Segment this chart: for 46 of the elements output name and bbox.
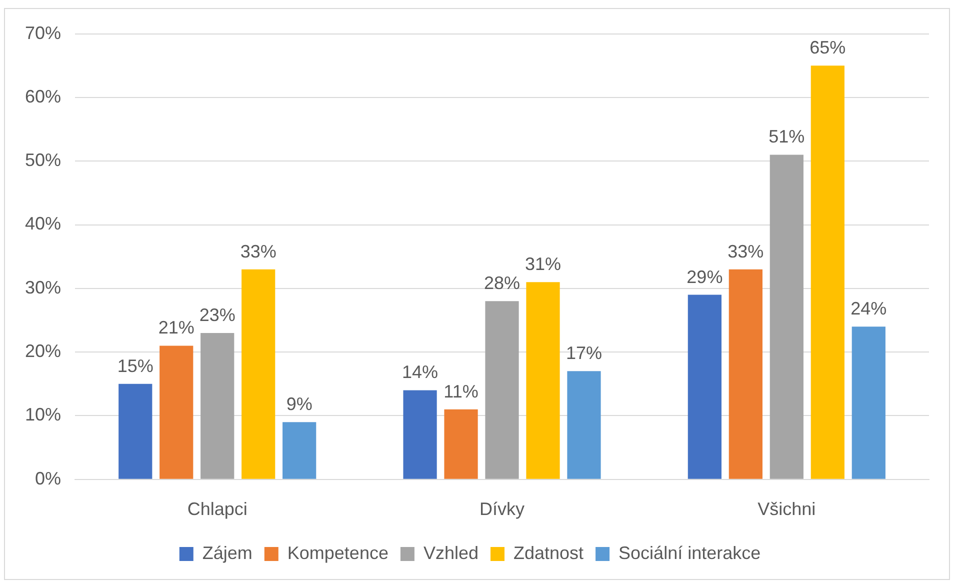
legend-label: Zájem <box>202 542 252 563</box>
legend-label: Zdatnost <box>514 542 584 563</box>
data-label: 65% <box>810 38 846 58</box>
data-label: 51% <box>768 126 805 147</box>
x-tick-label: Všichni <box>758 499 816 520</box>
data-label: 15% <box>117 356 154 376</box>
y-tick-label: 30% <box>24 277 62 298</box>
bar <box>160 346 194 479</box>
bar <box>403 390 437 479</box>
data-label: 29% <box>686 266 723 287</box>
data-label: 14% <box>402 362 438 382</box>
y-tick-label: 50% <box>24 150 62 170</box>
legend-label: Kompetence <box>287 542 388 563</box>
bar <box>282 422 316 479</box>
legend-label: Sociální interakce <box>618 542 761 563</box>
data-label: 28% <box>484 273 520 294</box>
bar <box>118 384 152 479</box>
y-tick-label: 70% <box>24 22 62 43</box>
bar <box>485 301 519 479</box>
bar <box>770 154 804 479</box>
y-tick-label: 40% <box>24 214 62 234</box>
data-label: 9% <box>286 394 312 414</box>
x-tick-label: Chlapci <box>187 499 248 520</box>
data-label: 33% <box>728 241 764 262</box>
data-label: 24% <box>850 298 887 319</box>
bar <box>242 269 276 479</box>
y-tick-label: 60% <box>24 86 62 106</box>
bar <box>810 66 844 479</box>
data-label: 21% <box>158 318 194 338</box>
data-label: 23% <box>199 304 236 325</box>
data-label: 31% <box>524 254 562 274</box>
bar <box>688 294 722 479</box>
bar <box>444 409 478 479</box>
bar <box>852 326 886 479</box>
y-tick-label: 20% <box>24 341 62 362</box>
bar <box>526 282 560 479</box>
bar <box>728 269 762 479</box>
bar <box>567 371 601 479</box>
legend-label: Vzhled <box>423 542 479 563</box>
y-tick-label: 0% <box>35 468 62 488</box>
data-label: 33% <box>240 241 276 262</box>
data-label: 11% <box>444 381 478 402</box>
y-tick-label: 10% <box>24 404 62 425</box>
bar <box>200 332 234 479</box>
x-tick-label: Dívky <box>480 499 525 520</box>
data-label: 17% <box>566 343 602 364</box>
